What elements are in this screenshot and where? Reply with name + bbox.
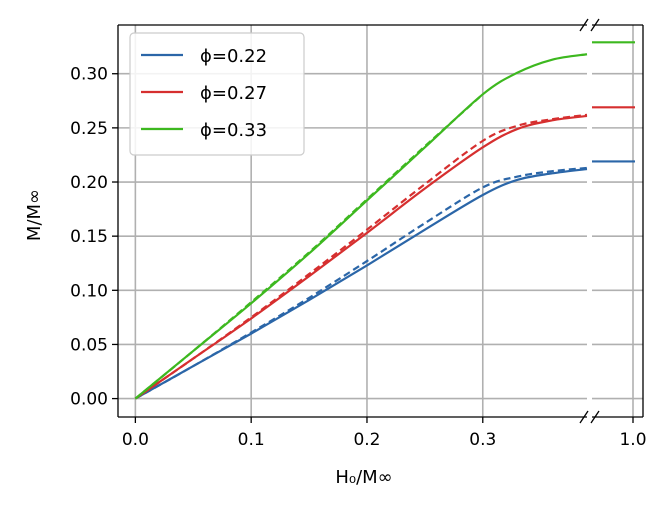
x-tick-label: 0.1 — [238, 430, 265, 450]
y-tick-label: 0.15 — [70, 227, 108, 247]
series-dashed-line — [134, 113, 588, 400]
series-dashed-line — [134, 166, 588, 400]
legend-box — [129, 32, 305, 156]
x-tick-label: 0.0 — [122, 430, 149, 450]
y-tick-label: 0.25 — [70, 119, 108, 139]
x-tick-label: 0.3 — [469, 430, 496, 450]
x-tick-label-broken: 1.0 — [619, 430, 646, 450]
series-solid-line — [134, 114, 588, 400]
legend-label: ϕ=0.22 — [200, 46, 267, 67]
series-lines — [134, 41, 635, 400]
y-tick-label: 0.20 — [70, 173, 108, 193]
axis-break-mark — [590, 410, 600, 424]
legend: ϕ=0.22 ϕ=0.27 ϕ=0.33 — [129, 32, 305, 156]
legend-label: ϕ=0.33 — [200, 120, 267, 141]
x-tick-label: 0.2 — [353, 430, 380, 450]
legend-label: ϕ=0.27 — [200, 83, 267, 104]
axis-break-mark — [590, 18, 600, 32]
y-axis-label: M/M∞ — [24, 189, 45, 241]
y-tick-label: 0.30 — [70, 65, 108, 85]
axes-frame — [117, 18, 644, 424]
y-tick-label: 0.00 — [70, 390, 108, 410]
axis-break-mark — [579, 18, 589, 32]
x-axis-label: H₀/M∞ — [335, 467, 392, 488]
axis-break-mark — [579, 410, 589, 424]
series-solid-line — [134, 167, 588, 400]
y-tick-label: 0.10 — [70, 281, 108, 301]
y-tick-label: 0.05 — [70, 335, 108, 355]
tick-marks: 0.0 0.1 0.2 0.3 1.0 0.00 0.05 0.10 0.15 0.20 0.25 0… — [70, 65, 646, 450]
series-solid-line — [134, 53, 588, 400]
